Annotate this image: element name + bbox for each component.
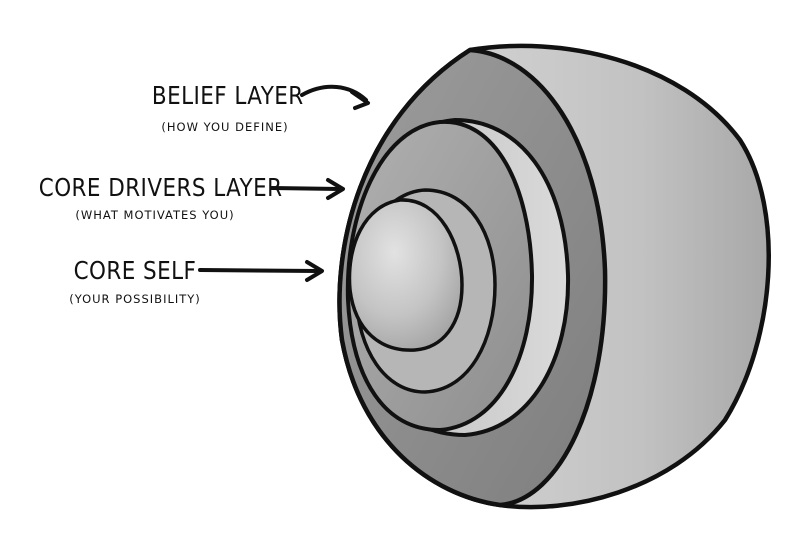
drivers-arrow [270,186,342,191]
belief-arrow-head [350,90,370,110]
core-self-subtitle: (YOUR POSSIBILITY) [69,292,201,306]
core-drivers-layer-title: CORE DRIVERS LAYER [38,173,283,202]
core-self-sphere [347,198,464,352]
core-arrow [198,268,320,273]
core-arrow-head [305,260,324,282]
belief-layer-title: BELIEF LAYER [151,81,304,110]
drivers-arrow-head [326,178,345,200]
belief-layer-subtitle: (HOW YOU DEFINE) [161,120,289,134]
core-self-title: CORE SELF [73,256,197,285]
core-drivers-layer-subtitle: (WHAT MOTIVATES YOU) [75,208,235,222]
